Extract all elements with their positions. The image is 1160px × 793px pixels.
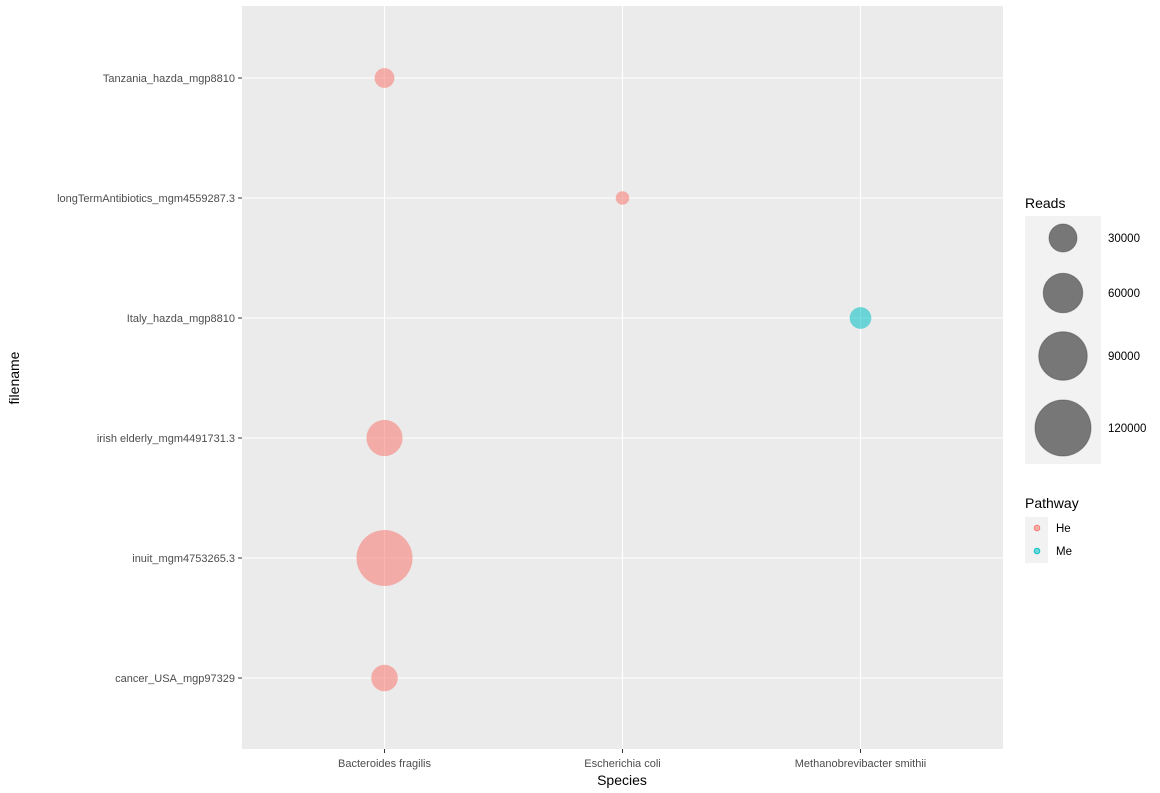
x-axis-title: Species — [597, 772, 647, 788]
data-point — [366, 419, 403, 457]
x-tick-label: Bacteroides fragilis — [338, 758, 431, 770]
y-tick-label: Italy_hazda_mgp8810 — [127, 313, 235, 325]
data-point — [849, 307, 872, 329]
color-legend-key — [1033, 547, 1041, 555]
data-point — [374, 68, 395, 88]
color-legend: He Me — [1025, 517, 1072, 563]
y-tick-label: irish elderly_mgm4491731.3 — [97, 433, 235, 445]
data-point — [371, 664, 398, 692]
color-legend-key-background — [1025, 517, 1048, 563]
y-axis-ticks: cancer_USA_mgp97329 inuit_mgm4753265.3 iri… — [57, 73, 242, 685]
size-legend-title: Reads — [1025, 195, 1065, 211]
color-legend-key — [1033, 524, 1041, 532]
size-legend-key — [1042, 272, 1084, 314]
color-legend-label: Me — [1056, 546, 1072, 558]
y-tick-label: inuit_mgm4753265.3 — [132, 553, 235, 565]
size-legend-key — [1038, 331, 1088, 381]
size-legend-key — [1034, 399, 1092, 457]
color-legend-label: He — [1056, 523, 1071, 535]
x-tick-label: Escherichia coli — [584, 758, 660, 770]
size-legend-label: 60000 — [1108, 288, 1140, 300]
x-tick-label: Methanobrevibacter smithii — [795, 758, 926, 770]
data-points — [356, 68, 872, 692]
y-tick-label: cancer_USA_mgp97329 — [115, 673, 235, 685]
size-legend-label: 120000 — [1108, 423, 1146, 435]
data-point — [356, 530, 413, 586]
y-axis-title: filename — [6, 351, 22, 404]
size-legend: 30000 60000 90000 120000 — [1034, 223, 1146, 457]
y-tick-label: longTermAntibiotics_mgm4559287.3 — [57, 193, 235, 205]
data-point — [615, 191, 630, 205]
y-tick-label: Tanzania_hazda_mgp8810 — [103, 73, 235, 85]
size-legend-label: 90000 — [1108, 351, 1140, 363]
x-axis-ticks: Bacteroides fragilis Escherichia coli Meth… — [338, 749, 926, 770]
color-legend-title: Pathway — [1025, 495, 1079, 511]
grid-lines — [242, 6, 1003, 749]
size-legend-label: 30000 — [1108, 233, 1140, 245]
size-legend-key — [1048, 223, 1078, 253]
